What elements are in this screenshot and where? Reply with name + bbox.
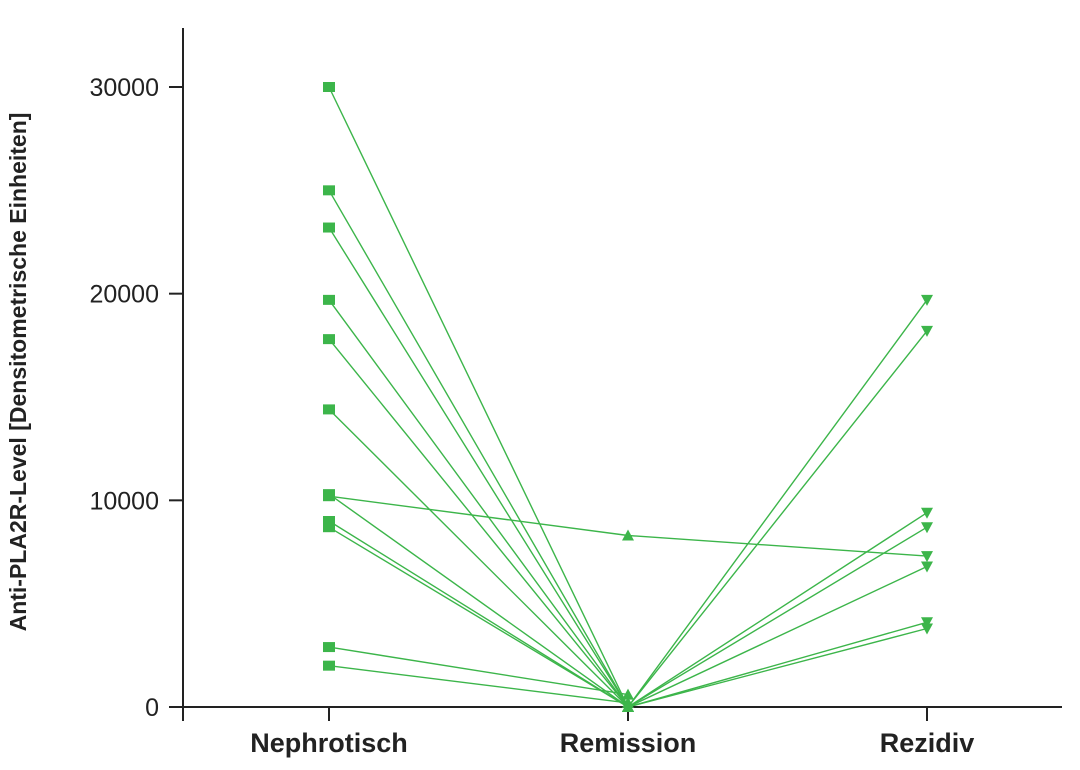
data-point-square xyxy=(323,516,335,526)
x-tick-label: Remission xyxy=(560,728,697,758)
axes xyxy=(169,28,1062,721)
series-markers xyxy=(323,82,933,712)
data-point-square xyxy=(323,82,335,92)
data-point-square xyxy=(323,660,335,671)
y-tick-label: 20000 xyxy=(89,281,159,309)
tick-labels: 0 10000 20000 30000 Nephrotisch Remission Rezi… xyxy=(89,74,974,758)
series-line xyxy=(328,299,928,709)
data-point-triangle-down xyxy=(921,561,933,573)
series-line xyxy=(328,493,928,708)
series-line xyxy=(328,665,629,704)
data-point-triangle-down xyxy=(921,507,933,519)
series-line xyxy=(328,86,629,708)
data-point-square xyxy=(323,489,335,500)
x-tick-label: Rezidiv xyxy=(880,728,975,758)
data-point-triangle-down xyxy=(921,551,933,563)
data-point-triangle-down xyxy=(921,522,933,534)
series-line xyxy=(328,526,928,708)
data-point-triangle-down xyxy=(921,325,933,337)
data-point-triangle-up xyxy=(622,688,634,700)
data-point-triangle-down xyxy=(921,623,933,635)
data-point-triangle-up xyxy=(622,696,634,708)
data-point-triangle-down xyxy=(921,617,933,629)
series-line xyxy=(328,646,629,696)
data-point-square xyxy=(323,642,335,653)
series-line xyxy=(328,520,928,708)
data-point-square xyxy=(323,185,335,196)
data-point-triangle-up xyxy=(622,529,634,541)
data-point-square xyxy=(323,222,335,233)
y-tick-label: 10000 xyxy=(89,487,159,515)
series-line xyxy=(328,189,629,708)
x-tick-label: Nephrotisch xyxy=(250,728,408,758)
data-point-square xyxy=(323,334,335,345)
y-axis-label: Anti-PLA2R-Level [Densitometrische Einhe… xyxy=(5,113,31,632)
series-line xyxy=(328,495,928,557)
series-lines xyxy=(328,86,928,709)
y-tick-label: 0 xyxy=(145,694,159,722)
data-point-square xyxy=(323,294,335,305)
data-point-triangle-down xyxy=(921,294,933,306)
data-point-square xyxy=(323,522,335,533)
series-line xyxy=(328,227,928,709)
data-point-square xyxy=(323,404,335,415)
y-tick-label: 30000 xyxy=(89,74,159,102)
